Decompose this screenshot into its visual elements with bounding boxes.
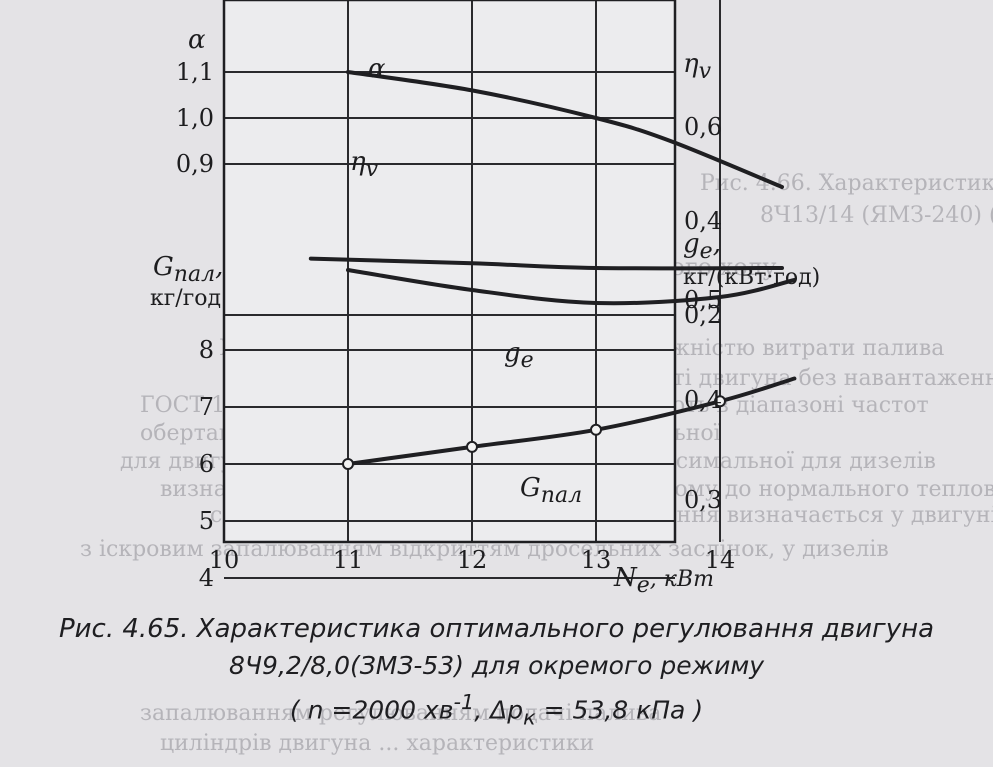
x-tick-5: 14 bbox=[705, 546, 736, 574]
tick-labels: 10 11 12 13 14 1,1 1,0 0,9 8 7 6 5 4 0,6 0,4 0,20,5 0,4 0… bbox=[176, 58, 735, 592]
ge-axis-label: ge, bbox=[683, 229, 721, 264]
ge-tick-2: 0,4 bbox=[684, 386, 722, 414]
ge-axis-label-main: g bbox=[683, 229, 700, 259]
grid bbox=[224, 0, 721, 579]
series-label-ge: ge bbox=[504, 338, 534, 373]
gpal-point-1 bbox=[342, 458, 354, 470]
ge-axis-label-end: , bbox=[713, 229, 721, 259]
g-axis-label-sub: пал bbox=[174, 262, 215, 287]
g-tick-1: 8 bbox=[199, 336, 214, 364]
x-tick-4: 13 bbox=[581, 546, 612, 574]
caption-line3-sub: к bbox=[523, 705, 536, 730]
series-label-ge-sub: e bbox=[521, 348, 534, 373]
caption-line3-exp: -1 bbox=[453, 690, 475, 714]
g-tick-4: 5 bbox=[199, 507, 214, 535]
series-curves bbox=[308, 70, 797, 470]
x-tick-3: 12 bbox=[457, 546, 488, 574]
gpal-point-4 bbox=[714, 395, 726, 408]
x-axis-label-main: N bbox=[613, 563, 638, 593]
figure-caption-line2: 8Ч9,2/8,0(ЗМЗ-53) для окремого режиму bbox=[229, 651, 764, 680]
g-tick-2: 7 bbox=[199, 393, 214, 421]
eta-tick-2: 0,4 bbox=[684, 207, 722, 235]
bleed-line-13: циліндрів двигуна ... характеристики bbox=[160, 731, 594, 756]
g-axis-label: Gпал, bbox=[153, 252, 223, 287]
g-tick-5: 4 bbox=[199, 564, 214, 592]
series-label-eta-main: η bbox=[350, 147, 366, 177]
alpha-tick-2: 1,0 bbox=[176, 104, 214, 132]
series-label-eta-sub: v bbox=[366, 157, 379, 182]
series-label-gpal: Gпал bbox=[520, 473, 582, 508]
g-tick-3: 6 bbox=[199, 450, 214, 478]
caption-line3-close: = 53,8 кПа ) bbox=[535, 695, 704, 725]
alpha-tick-3: 0,9 bbox=[176, 150, 214, 178]
ge-curve bbox=[346, 268, 797, 306]
eta-curve bbox=[308, 256, 784, 271]
caption-line3-rest: , Δp bbox=[474, 695, 524, 725]
alpha-tick-1: 1,1 bbox=[176, 58, 214, 86]
plot-frame bbox=[222, 0, 677, 544]
alpha-curve bbox=[346, 70, 784, 189]
g-axis-label-main: G bbox=[153, 252, 174, 282]
x-tick-2: 11 bbox=[333, 546, 364, 574]
bleed-line-2: 8Ч13/14 (ЯМЗ-240) (n=2000 хв-1) bbox=[760, 203, 993, 228]
eta-tick-1: 0,6 bbox=[684, 113, 722, 141]
eta-axis-symbol-main: η bbox=[683, 49, 699, 79]
x-axis-label-unit: , кВт bbox=[650, 567, 714, 592]
x-axis-label-sub: e bbox=[637, 573, 650, 598]
ge-axis-unit: кг/(кВт·год) bbox=[683, 265, 820, 290]
g-axis-unit: кг/год bbox=[150, 286, 221, 311]
eta-axis-symbol: ηv bbox=[683, 49, 712, 84]
bleed-line-12: запалюванням регулюванням подачі палива bbox=[140, 701, 661, 726]
eta-axis-symbol-sub: v bbox=[699, 59, 712, 84]
gpal-point-2 bbox=[466, 440, 478, 453]
ge-axis-label-sub: e bbox=[700, 239, 713, 264]
series-label-gpal-sub: пал bbox=[541, 483, 582, 508]
figure-caption-line3: ( n =2000 хв-1, Δpк = 53,8 кПа ) bbox=[0, 690, 993, 729]
x-axis-label: Ne, кВт bbox=[613, 563, 714, 598]
x-tick-1: 10 bbox=[209, 546, 240, 574]
ge-tick-3: 0,3 bbox=[684, 486, 722, 514]
series-label-eta: ηv bbox=[350, 147, 379, 182]
series-label-gpal-main: G bbox=[520, 473, 541, 503]
eta-tick-3: 0,2 bbox=[684, 301, 722, 329]
ge-tick-1: 0,5 bbox=[684, 286, 722, 314]
plot-background bbox=[224, 0, 675, 542]
gpal-point-3 bbox=[590, 423, 602, 436]
g-axis-label-end: , bbox=[215, 252, 223, 282]
figure-caption-line1: Рис. 4.65. Характеристика оптимального р… bbox=[58, 614, 935, 644]
alpha-axis-symbol: α bbox=[188, 25, 206, 55]
series-label-ge-main: g bbox=[504, 338, 521, 368]
caption-line3-open: ( n =2000 хв bbox=[289, 695, 454, 725]
series-label-alpha: α bbox=[368, 54, 386, 84]
